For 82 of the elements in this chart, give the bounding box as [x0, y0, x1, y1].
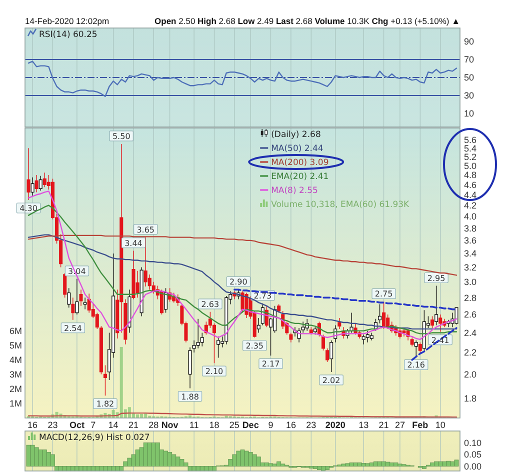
y2-tick-label: 4M — [9, 355, 22, 366]
text: 2.95 — [427, 274, 446, 283]
y-tick-label: 2.6 — [464, 310, 477, 320]
text: 2.10 — [205, 367, 224, 376]
y2-tick-label: 5M — [9, 340, 22, 351]
x-tick-label: 11 — [189, 420, 199, 430]
y-tick-label: 30 — [464, 90, 474, 101]
text: 2.35 — [246, 342, 264, 351]
y-tick-label: 3.0 — [464, 277, 477, 288]
x-tick-label: 23 — [306, 420, 316, 430]
x-tick-label: 28 — [148, 420, 159, 430]
y2-tick-label: 1M — [9, 398, 22, 409]
legend-label: Volume 10,318, EMA(60) 61.93K — [271, 200, 410, 210]
text: 3.65 — [136, 225, 155, 234]
x-tick-label: 7 — [90, 420, 96, 430]
y2-tick-label: 3M — [9, 370, 22, 380]
y-tick-label: 10 — [464, 108, 474, 119]
text: 2.63 — [201, 300, 220, 309]
x-tick-label: 23 — [48, 420, 58, 430]
x-tick-label: 9 — [268, 420, 274, 430]
x-tick-label: 10 — [435, 420, 446, 430]
text: 2.75 — [374, 290, 393, 299]
y-tick-label: 3.8 — [464, 223, 477, 234]
y-tick-label: 5.0 — [464, 160, 477, 171]
y-tick-label: 70 — [464, 54, 474, 65]
y-tick-label: 3.6 — [464, 236, 477, 246]
text: 2.02 — [322, 376, 340, 385]
y2-tick-label: 2M — [9, 384, 22, 394]
x-tick-label: 27 — [394, 420, 405, 430]
x-tick-label: 21 — [128, 420, 138, 430]
y-tick-label: 4.6 — [464, 180, 477, 190]
x-tick-label: 14 — [108, 420, 118, 430]
x-tick-label: 21 — [378, 420, 389, 430]
text: 2.16 — [407, 360, 426, 370]
legend-label: EMA(20) 2.41 — [271, 172, 329, 182]
y2-tick-label: 6M — [9, 326, 22, 336]
y-tick-label: 2.0 — [464, 369, 477, 380]
y-tick-label: 4.0 — [464, 212, 477, 222]
x-tick-label: Dec — [242, 420, 259, 430]
x-tick-label: 16 — [28, 420, 38, 430]
y-tick-label: 0.10 — [464, 438, 482, 448]
y-tick-label: 5.2 — [464, 152, 477, 162]
y-tick-label: 90 — [464, 36, 474, 47]
x-tick-label: 16 — [286, 420, 296, 430]
x-tick-label: 18 — [209, 420, 220, 430]
y-tick-label: 0.05 — [464, 450, 482, 460]
text: 2.73 — [254, 291, 272, 300]
text: 2.90 — [230, 278, 248, 287]
legend-label: MA(50) 2.44 — [271, 144, 324, 154]
y-tick-label: 0.00 — [464, 461, 482, 472]
legend-label: MA(8) 2.55 — [271, 186, 318, 196]
y-tick-label: 4.8 — [464, 170, 477, 180]
text: 3.44 — [124, 238, 142, 248]
chart-title: 14-Feb-2020 12:02pm — [25, 16, 110, 26]
y-tick-label: 4.4 — [464, 190, 477, 200]
y-tick-label: 50 — [464, 72, 474, 83]
x-tick-label: 25 — [229, 420, 240, 430]
text: 2.17 — [262, 360, 280, 369]
text: 5.50 — [112, 132, 130, 141]
y-tick-label: 2.2 — [464, 348, 477, 358]
text: Open 2.50 High 2.68 Low 2.49 Last 2.68 Volume 10.3K Chg +0.13 (+5.10%) ▲ — [154, 16, 460, 26]
legend-label: RSI(14) 60.25 — [39, 30, 98, 40]
text: 2.54 — [64, 324, 82, 333]
legend-label: (Daily) 2.68 — [271, 130, 321, 140]
y-tick-label: 2.8 — [464, 292, 477, 303]
x-tick-label: Nov — [161, 420, 178, 430]
legend-label: MACD(12,26,9) Hist 0.027 — [39, 433, 150, 443]
y-tick-label: 5.6 — [464, 135, 477, 146]
y-tick-label: 5.4 — [464, 143, 477, 154]
x-tick-label: Oct — [69, 420, 84, 430]
text: 1.82 — [96, 400, 114, 409]
x-tick-label: 2020 — [325, 420, 346, 430]
text: 4.30 — [20, 204, 38, 213]
x-tick-label: Feb — [412, 420, 429, 430]
x-tick-label: 13 — [358, 420, 369, 430]
y-tick-label: 3.4 — [464, 248, 477, 259]
y-tick-label: 4.2 — [464, 200, 477, 211]
text: 1.88 — [181, 392, 199, 402]
y-tick-label: 2.4 — [464, 328, 477, 338]
legend-label: MA(200) 3.09 — [271, 158, 329, 168]
y-tick-label: 3.2 — [464, 262, 477, 272]
y-tick-label: 1.8 — [464, 393, 477, 404]
